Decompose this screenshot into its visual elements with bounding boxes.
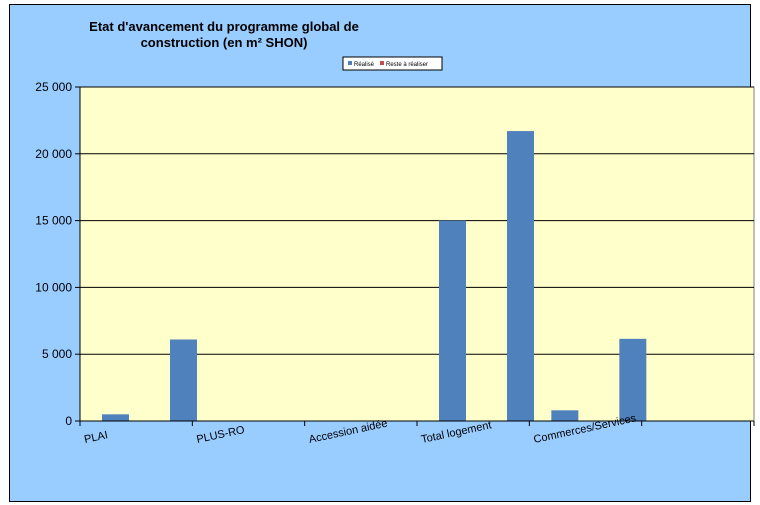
bar [551, 410, 579, 421]
x-category-label: PLAI [83, 429, 109, 446]
bar [507, 131, 534, 421]
x-category-label: Accession aidée [308, 418, 389, 446]
legend-swatch [380, 61, 384, 65]
legend: Réalisé Reste à réaliser [342, 56, 443, 71]
bars-layer [102, 131, 647, 421]
legend-swatch [348, 61, 352, 65]
bar [439, 220, 466, 421]
legend-box [342, 56, 443, 71]
chart-title: Etat d'avancement du programme global de… [89, 19, 359, 50]
x-category-label: Total logement [420, 419, 492, 446]
y-tick-label: 20 000 [35, 147, 72, 161]
x-category-label: PLUS-RO [195, 424, 246, 446]
y-tick-label: 10 000 [35, 280, 72, 294]
y-tick-label: 0 [65, 414, 72, 428]
legend-label: Réalisé [354, 62, 375, 68]
bar [170, 339, 197, 421]
bar [619, 338, 647, 421]
y-tick-label: 25 000 [35, 80, 72, 94]
bar [102, 414, 129, 421]
y-tick-label: 5 000 [42, 347, 72, 361]
y-tick-label: 15 000 [35, 214, 72, 228]
legend-label: Reste à réaliser [386, 62, 428, 68]
